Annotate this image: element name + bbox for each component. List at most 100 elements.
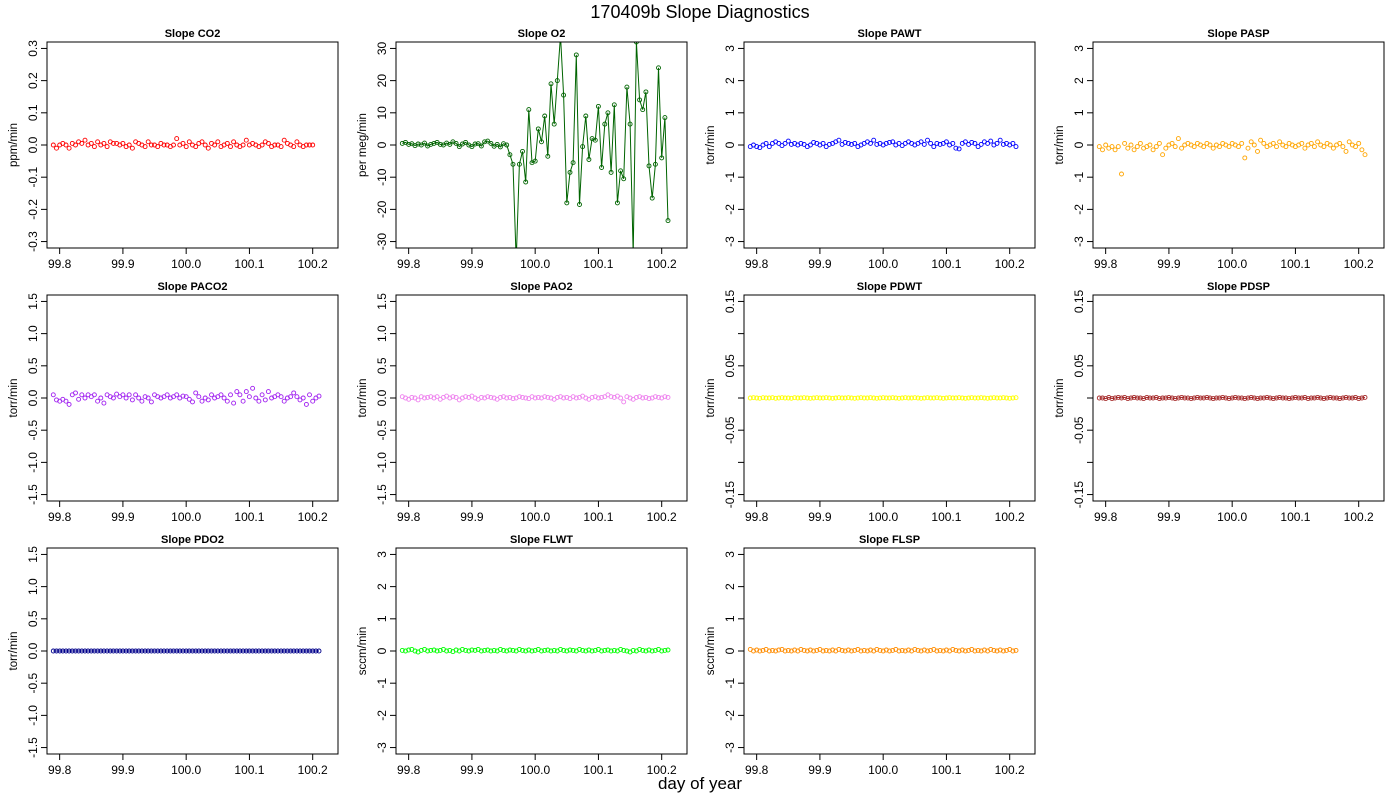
data-point bbox=[95, 139, 101, 145]
data-point bbox=[1280, 395, 1286, 401]
data-point bbox=[1153, 144, 1159, 150]
data-point bbox=[117, 648, 123, 654]
data-point bbox=[1163, 145, 1169, 151]
data-point bbox=[652, 161, 658, 167]
y-tick-label: -1.5 bbox=[26, 737, 40, 758]
data-point bbox=[437, 141, 443, 147]
data-point bbox=[161, 648, 167, 654]
data-point bbox=[798, 395, 804, 401]
data-point bbox=[1201, 395, 1207, 401]
data-point bbox=[1346, 395, 1352, 401]
data-point bbox=[199, 648, 205, 654]
data-point bbox=[890, 395, 896, 401]
data-point bbox=[652, 394, 658, 400]
data-point bbox=[858, 395, 864, 401]
data-point bbox=[415, 397, 421, 403]
data-series bbox=[747, 137, 1019, 152]
data-point bbox=[453, 394, 459, 400]
data-point bbox=[570, 647, 576, 653]
data-point bbox=[899, 395, 905, 401]
data-point bbox=[896, 395, 902, 401]
data-point bbox=[110, 395, 116, 401]
data-point bbox=[1013, 144, 1019, 150]
data-point bbox=[991, 395, 997, 401]
y-tick-label: 0.05 bbox=[1072, 354, 1086, 378]
data-point bbox=[73, 390, 78, 396]
data-point bbox=[1175, 136, 1181, 142]
y-tick-label: -3 bbox=[375, 742, 389, 753]
data-point bbox=[981, 395, 987, 401]
data-point bbox=[507, 152, 513, 158]
data-point bbox=[887, 139, 892, 145]
data-point bbox=[307, 648, 312, 654]
x-tick-label: 99.8 bbox=[48, 257, 72, 271]
data-point bbox=[1359, 395, 1365, 401]
data-point bbox=[795, 395, 801, 401]
data-point bbox=[934, 648, 940, 654]
plot-frame bbox=[46, 547, 339, 755]
data-point bbox=[129, 145, 135, 151]
plot-frame bbox=[395, 41, 688, 249]
data-point bbox=[1251, 395, 1257, 401]
data-point bbox=[763, 395, 769, 401]
data-point bbox=[757, 145, 763, 151]
data-point bbox=[303, 401, 309, 407]
data-point bbox=[409, 394, 415, 400]
data-point bbox=[643, 394, 649, 400]
data-point bbox=[510, 647, 516, 653]
data-point bbox=[120, 140, 126, 146]
data-point bbox=[959, 395, 965, 401]
data-point bbox=[1315, 139, 1321, 145]
data-point bbox=[231, 400, 237, 406]
data-point bbox=[978, 395, 984, 401]
y-tick-label: 2 bbox=[723, 77, 737, 84]
x-tick-label: 100.0 bbox=[171, 763, 201, 777]
data-point bbox=[110, 140, 116, 146]
data-point bbox=[542, 113, 548, 119]
data-point bbox=[1277, 394, 1283, 400]
data-point bbox=[849, 395, 854, 401]
data-point bbox=[73, 142, 78, 148]
data-point bbox=[1103, 396, 1109, 402]
data-point bbox=[608, 648, 614, 654]
data-point bbox=[218, 392, 224, 398]
data-point bbox=[611, 102, 617, 108]
data-point bbox=[798, 140, 804, 146]
data-point bbox=[463, 394, 469, 400]
data-point bbox=[307, 142, 312, 148]
data-point bbox=[205, 145, 211, 151]
data-point bbox=[921, 395, 927, 401]
plot-frame bbox=[1092, 294, 1385, 502]
data-point bbox=[1010, 648, 1016, 654]
data-point bbox=[95, 648, 101, 654]
data-point bbox=[1277, 139, 1283, 145]
data-point bbox=[434, 394, 440, 400]
data-point bbox=[148, 142, 154, 148]
data-point bbox=[310, 648, 316, 654]
y-tick-label: -1 bbox=[1072, 172, 1086, 183]
data-point bbox=[1213, 395, 1219, 401]
data-point bbox=[148, 399, 154, 405]
data-point bbox=[66, 648, 72, 654]
data-point bbox=[284, 648, 290, 654]
data-point bbox=[962, 395, 968, 401]
data-point bbox=[811, 139, 817, 145]
y-tick-label: 3 bbox=[723, 45, 737, 52]
panel-slope-o2: Slope O2 99.8 99.9 100.0 100.1 100.2 -30 -20 -10… bbox=[357, 28, 688, 271]
y-tick-label: 0.3 bbox=[26, 40, 40, 57]
x-tick-label: 100.2 bbox=[1344, 257, 1374, 271]
data-point bbox=[836, 395, 842, 401]
data-point bbox=[602, 121, 608, 127]
data-point bbox=[205, 648, 211, 654]
data-point bbox=[766, 648, 772, 654]
data-point bbox=[161, 142, 167, 148]
data-point bbox=[1153, 394, 1159, 400]
data-point bbox=[1169, 395, 1175, 401]
y-tick-label: -2 bbox=[375, 710, 389, 721]
data-point bbox=[779, 143, 785, 149]
y-tick-label: 1 bbox=[1072, 109, 1086, 116]
series-line bbox=[1099, 396, 1366, 400]
data-point bbox=[415, 141, 421, 147]
y-tick-label: 3 bbox=[375, 551, 389, 558]
data-point bbox=[1270, 396, 1276, 402]
